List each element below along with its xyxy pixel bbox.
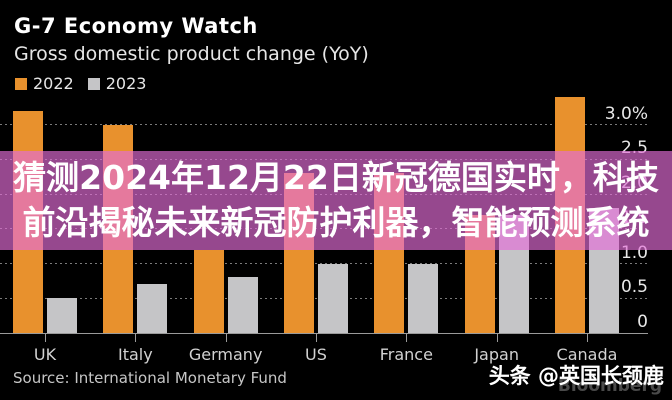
chart-subtitle: Gross domestic product change (YoY)	[14, 43, 369, 65]
y-axis-label-3.0%: 3.0%	[604, 103, 648, 124]
x-axis-label-italy: Italy	[117, 345, 153, 364]
x-tick-germany	[225, 334, 227, 342]
x-tick-france	[406, 334, 408, 342]
bar-germany-2023	[227, 277, 258, 333]
x-axis-label-france: France	[379, 345, 433, 364]
x-axis-label-us: US	[305, 345, 327, 364]
bar-uk-2023	[47, 298, 77, 333]
promo-text-banner: 猜测2024年12月22日新冠德国实时，科技 前沿揭秘未来新冠防护利器，智能预测…	[0, 151, 672, 250]
legend-swatch-icon	[15, 77, 27, 90]
legend-swatch-icon	[87, 77, 100, 90]
chart-legend: 2022 2023	[15, 74, 146, 93]
bloomberg-watermark: Bloomberg	[557, 376, 662, 396]
y-axis-label-0.5: 0.5	[620, 277, 648, 298]
x-axis-label-germany: Germany	[188, 345, 263, 364]
legend-label: 2022	[33, 74, 74, 93]
gridline-3.0%	[0, 124, 648, 125]
banner-text-line2: 前沿揭秘未来新冠防护利器，智能预测系统	[22, 202, 650, 242]
x-tick-canada	[586, 334, 588, 342]
x-axis-label-japan: Japan	[474, 345, 519, 364]
x-axis-label-canada: Canada	[556, 345, 618, 364]
x-axis-label-uk: UK	[33, 345, 57, 364]
banner-text-line1: 猜测2024年12月22日新冠德国实时，科技	[13, 158, 659, 198]
x-tick-uk	[45, 334, 46, 342]
bar-us-2023	[317, 263, 348, 333]
y-axis-label-0: 0	[637, 312, 648, 332]
source-credit: Source: International Monetary Fund	[13, 369, 287, 387]
legend-item-2022: 2022	[15, 74, 74, 93]
bar-germany-2022	[193, 249, 224, 333]
x-axis-baseline	[0, 333, 648, 334]
toutiao-byline: 头条 @英国长颈鹿	[488, 364, 664, 388]
x-tick-us	[315, 334, 317, 342]
x-tick-italy	[135, 334, 137, 342]
x-tick-japan	[496, 334, 498, 342]
bar-france-2023	[408, 263, 439, 333]
chart-title: G-7 Economy Watch	[14, 14, 258, 38]
legend-label: 2023	[105, 74, 147, 93]
bar-italy-2023	[137, 284, 168, 333]
legend-item-2023: 2023	[87, 74, 147, 93]
